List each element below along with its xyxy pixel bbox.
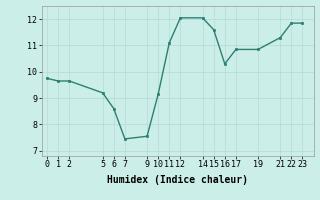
X-axis label: Humidex (Indice chaleur): Humidex (Indice chaleur): [107, 175, 248, 185]
